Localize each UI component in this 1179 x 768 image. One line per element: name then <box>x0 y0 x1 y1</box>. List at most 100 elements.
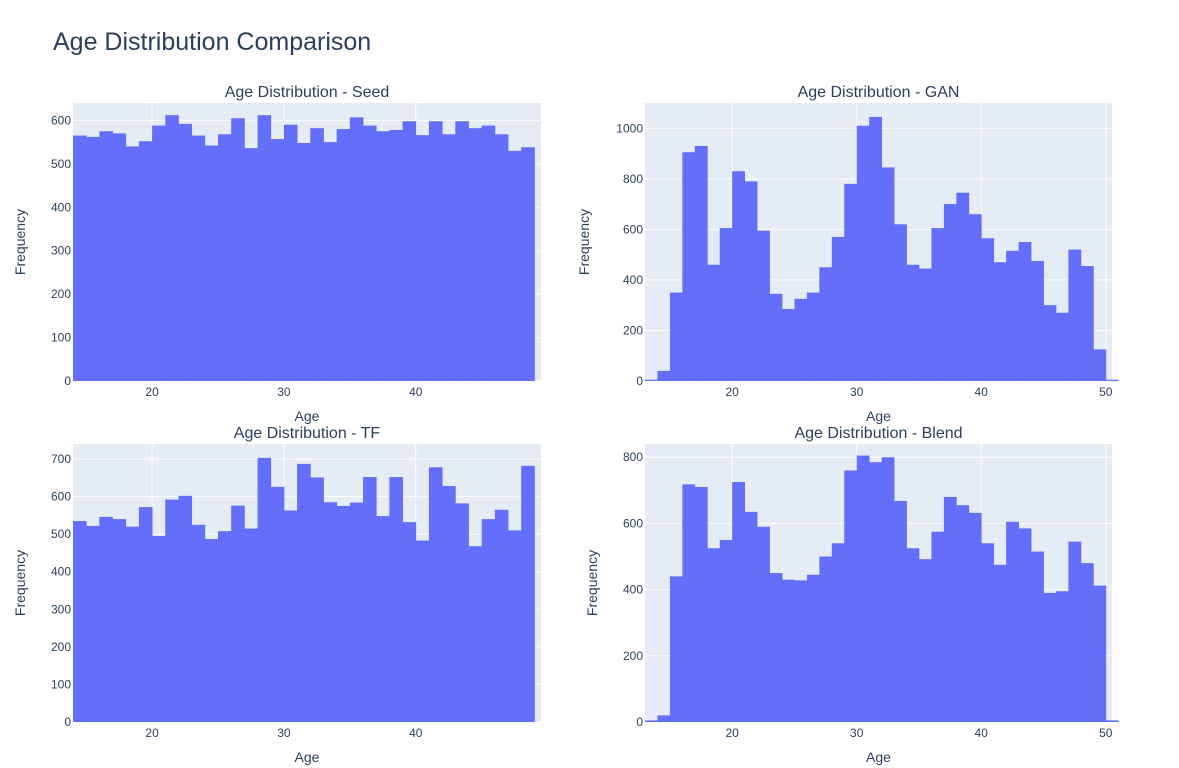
x-axis-title: Age <box>295 408 320 424</box>
histogram-bar <box>297 463 311 722</box>
y-tick-label: 600 <box>51 113 71 127</box>
y-tick-label: 0 <box>64 374 71 388</box>
histogram-bar <box>86 525 100 722</box>
histogram-bar <box>218 134 232 381</box>
y-tick-label: 100 <box>51 331 71 345</box>
histogram-bar <box>657 715 671 722</box>
x-tick-label: 40 <box>409 726 423 740</box>
histogram-bar <box>1105 379 1119 381</box>
histogram-bar <box>794 580 808 722</box>
x-tick-label: 30 <box>277 385 291 399</box>
histogram-bar <box>415 540 430 722</box>
histogram-bar <box>73 135 87 381</box>
histogram-bar <box>1068 249 1082 381</box>
histogram-bar <box>191 524 206 722</box>
histogram-bar <box>494 134 509 381</box>
y-tick-label: 400 <box>51 565 71 579</box>
histogram-bar <box>178 123 193 381</box>
histogram-bar <box>744 511 758 722</box>
histogram-bar <box>270 486 285 722</box>
histogram-bar <box>757 230 770 381</box>
histogram-bar <box>178 495 193 722</box>
histogram-bar <box>831 236 845 381</box>
histogram-bar <box>1080 563 1094 722</box>
histogram-bar <box>1031 551 1044 722</box>
histogram-bar <box>1031 260 1044 381</box>
histogram-bar <box>125 146 140 381</box>
histogram-bar <box>1043 305 1057 381</box>
x-tick-label: 20 <box>725 385 739 399</box>
histogram-bar <box>732 171 746 381</box>
histogram-bar <box>165 115 179 381</box>
y-tick-label: 500 <box>51 157 71 171</box>
histogram-bar <box>244 528 258 722</box>
histogram-bar <box>931 531 945 722</box>
histogram-bar <box>869 462 883 722</box>
histogram-bar <box>769 573 783 722</box>
histogram-bar <box>794 298 808 381</box>
histogram-bar <box>682 152 696 381</box>
histogram-bar <box>270 139 285 381</box>
x-tick-label: 30 <box>277 726 291 740</box>
y-axis-title: Frequency <box>576 209 592 275</box>
y-tick-label: 200 <box>623 649 643 663</box>
histogram-bar <box>1080 266 1094 381</box>
histogram-bar <box>402 121 417 382</box>
histogram-bar <box>231 505 245 722</box>
histogram-bar <box>257 115 272 381</box>
histogram-bar <box>694 487 708 722</box>
histogram-bar <box>428 467 443 722</box>
histogram-bar <box>956 192 970 381</box>
histogram-bar <box>231 118 245 381</box>
histogram-bar <box>1006 521 1019 722</box>
histogram-bar <box>336 505 351 722</box>
histogram-bar <box>993 564 1007 722</box>
subplot-4: 0 200 400 600 800 20 30 40 50 Age Distribution - … <box>584 425 1119 765</box>
y-tick-label: 200 <box>51 287 71 301</box>
x-tick-label: 20 <box>725 726 739 740</box>
histogram-bar <box>521 147 535 381</box>
x-tick-label: 40 <box>409 385 423 399</box>
histogram-bar <box>956 505 970 722</box>
histogram-bar <box>125 526 140 722</box>
histogram-bar <box>719 539 733 722</box>
y-tick-label: 1000 <box>616 121 643 135</box>
y-tick-label: 100 <box>51 677 71 691</box>
histogram-bar <box>943 496 957 722</box>
y-axis-title: Frequency <box>12 550 28 616</box>
y-tick-label: 500 <box>51 527 71 541</box>
x-tick-label: 50 <box>1099 385 1113 399</box>
histogram-bar <box>856 455 870 722</box>
histogram-bar <box>806 574 820 722</box>
histogram-bar <box>894 500 907 722</box>
histogram-bar <box>297 142 311 381</box>
histogram-bar <box>442 486 456 722</box>
histogram-bar <box>468 128 483 381</box>
y-tick-label: 0 <box>636 715 643 729</box>
histogram-bar <box>204 145 219 381</box>
x-tick-label: 40 <box>975 726 989 740</box>
histogram-bar <box>819 556 833 722</box>
histogram-bar <box>844 470 858 722</box>
histogram-bar <box>1055 591 1069 722</box>
histogram-bar <box>881 457 895 722</box>
histogram-bar <box>856 125 870 381</box>
histogram-bar <box>894 224 907 381</box>
histogram-bar <box>310 128 324 381</box>
histogram-bar <box>968 214 982 381</box>
x-tick-label: 30 <box>850 385 864 399</box>
histogram-bar <box>1006 250 1019 381</box>
y-tick-label: 400 <box>623 583 643 597</box>
x-tick-label: 30 <box>850 726 864 740</box>
y-tick-label: 400 <box>623 273 643 287</box>
x-tick-label: 20 <box>145 385 159 399</box>
y-tick-label: 300 <box>51 602 71 616</box>
y-tick-label: 300 <box>51 244 71 258</box>
histogram-bar <box>455 503 469 722</box>
histogram-bar <box>669 576 683 722</box>
histogram-bar <box>906 264 920 381</box>
histogram-bar <box>769 293 783 381</box>
histogram-bar <box>881 167 895 381</box>
y-tick-label: 600 <box>51 490 71 504</box>
